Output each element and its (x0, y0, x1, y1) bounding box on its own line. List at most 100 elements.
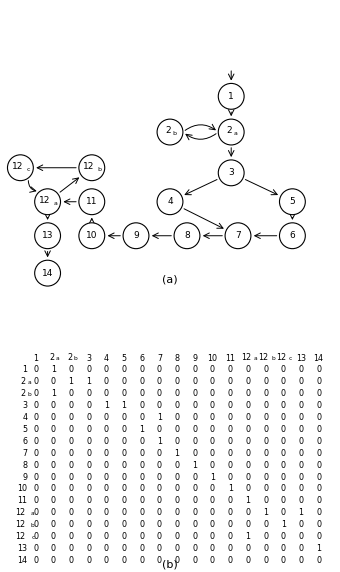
Text: 0: 0 (175, 401, 180, 410)
Text: 0: 0 (104, 378, 109, 386)
Text: 0: 0 (51, 413, 56, 422)
Text: 0: 0 (228, 460, 233, 470)
Text: 0: 0 (316, 509, 321, 517)
Text: 0: 0 (263, 544, 268, 553)
Text: 0: 0 (139, 496, 144, 505)
Text: 0: 0 (86, 509, 91, 517)
Text: 0: 0 (281, 544, 286, 553)
Text: 0: 0 (299, 449, 303, 458)
Text: 0: 0 (299, 390, 303, 398)
Text: 0: 0 (245, 413, 250, 422)
Circle shape (174, 223, 200, 249)
Text: 1: 1 (139, 425, 144, 434)
Text: 0: 0 (175, 460, 180, 470)
Text: a: a (31, 511, 35, 516)
Text: 0: 0 (157, 449, 162, 458)
Text: 0: 0 (299, 401, 303, 410)
Text: 0: 0 (263, 449, 268, 458)
Text: 0: 0 (228, 390, 233, 398)
Text: 0: 0 (263, 532, 268, 541)
Text: 0: 0 (299, 484, 303, 494)
Text: 0: 0 (86, 413, 91, 422)
Text: 0: 0 (122, 472, 126, 482)
Text: 0: 0 (228, 449, 233, 458)
Text: 0: 0 (104, 366, 109, 375)
Text: 0: 0 (69, 472, 73, 482)
Text: 0: 0 (122, 437, 126, 446)
Text: 0: 0 (33, 472, 38, 482)
Text: 0: 0 (69, 401, 73, 410)
Text: 0: 0 (157, 484, 162, 494)
Text: 0: 0 (104, 509, 109, 517)
Text: 0: 0 (139, 460, 144, 470)
Text: 0: 0 (33, 496, 38, 505)
Text: 0: 0 (122, 496, 126, 505)
Text: 0: 0 (51, 449, 56, 458)
Text: 0: 0 (210, 496, 215, 505)
Text: 0: 0 (192, 484, 197, 494)
Text: 0: 0 (86, 366, 91, 375)
Text: 0: 0 (316, 520, 321, 529)
Text: 0: 0 (33, 378, 38, 386)
Text: 0: 0 (175, 484, 180, 494)
Text: 0: 0 (316, 532, 321, 541)
Text: 0: 0 (210, 509, 215, 517)
Text: 0: 0 (281, 532, 286, 541)
Text: 0: 0 (192, 401, 197, 410)
Text: 0: 0 (69, 509, 73, 517)
Text: 0: 0 (69, 413, 73, 422)
Text: 0: 0 (299, 460, 303, 470)
Text: 0: 0 (263, 401, 268, 410)
Text: 12: 12 (15, 520, 25, 529)
Text: 9: 9 (133, 231, 139, 240)
Text: 0: 0 (33, 449, 38, 458)
Text: 0: 0 (192, 378, 197, 386)
Text: 0: 0 (228, 437, 233, 446)
Text: 0: 0 (33, 544, 38, 553)
Text: 0: 0 (228, 496, 233, 505)
Text: 0: 0 (104, 449, 109, 458)
Text: 5: 5 (290, 197, 295, 206)
Text: 0: 0 (281, 366, 286, 375)
Text: 0: 0 (192, 472, 197, 482)
Text: b: b (31, 523, 35, 528)
Text: 0: 0 (175, 544, 180, 553)
Text: 4: 4 (22, 413, 27, 422)
Text: 0: 0 (86, 401, 91, 410)
Text: 0: 0 (175, 366, 180, 375)
Text: 0: 0 (192, 556, 197, 565)
Text: 5: 5 (121, 353, 127, 363)
Text: 0: 0 (299, 544, 303, 553)
Text: 0: 0 (157, 496, 162, 505)
Text: 1: 1 (122, 401, 126, 410)
Text: 0: 0 (228, 425, 233, 434)
Text: 2: 2 (49, 353, 55, 362)
Text: 0: 0 (122, 378, 126, 386)
Text: 0: 0 (33, 484, 38, 494)
Circle shape (218, 119, 244, 145)
Text: 0: 0 (69, 437, 73, 446)
Text: 12: 12 (15, 508, 25, 517)
Text: 0: 0 (263, 460, 268, 470)
Text: 0: 0 (245, 366, 250, 375)
Text: 1: 1 (281, 520, 286, 529)
Text: 0: 0 (245, 520, 250, 529)
Text: 0: 0 (316, 449, 321, 458)
Text: 0: 0 (157, 366, 162, 375)
Text: 0: 0 (33, 509, 38, 517)
Text: 0: 0 (69, 544, 73, 553)
Text: 0: 0 (104, 460, 109, 470)
Text: 0: 0 (192, 437, 197, 446)
Text: 0: 0 (245, 437, 250, 446)
Text: 0: 0 (245, 472, 250, 482)
Text: 0: 0 (175, 556, 180, 565)
Text: 0: 0 (122, 532, 126, 541)
Text: 0: 0 (210, 532, 215, 541)
Text: 0: 0 (86, 520, 91, 529)
Text: 0: 0 (51, 378, 56, 386)
Text: 0: 0 (263, 425, 268, 434)
Text: 0: 0 (86, 425, 91, 434)
Text: 0: 0 (104, 437, 109, 446)
Text: 0: 0 (86, 472, 91, 482)
Text: 0: 0 (86, 390, 91, 398)
